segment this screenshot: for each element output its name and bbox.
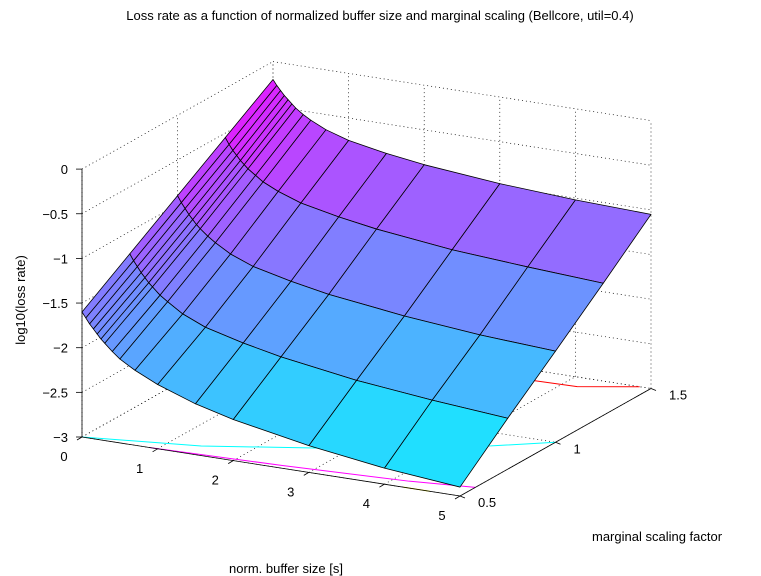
- y-tick-mark: [459, 495, 466, 499]
- x-tick-mark: [76, 436, 83, 441]
- x-tick-label: 3: [287, 484, 294, 499]
- y-tick-label: 1.5: [669, 388, 687, 403]
- x-tick-label: 5: [438, 508, 445, 523]
- grid-line: [81, 105, 274, 215]
- grid-line: [81, 150, 274, 259]
- surface-mesh: [81, 79, 652, 488]
- y-tick-label: 1: [574, 441, 581, 456]
- y-axis-label: marginal scaling factor: [592, 529, 723, 544]
- y-tick-label: 0.5: [478, 495, 496, 510]
- chart-title: Loss rate as a function of normalized bu…: [126, 8, 633, 23]
- grid-line: [157, 340, 349, 450]
- x-tick-mark: [454, 495, 461, 500]
- grid-line: [272, 61, 652, 121]
- grid-line: [233, 352, 425, 461]
- x-tick-mark: [379, 483, 385, 488]
- z-tick-label: −2: [53, 341, 68, 356]
- x-tick-label: 1: [136, 461, 143, 476]
- x-tick-mark: [303, 472, 310, 476]
- contour-line: [149, 447, 476, 488]
- y-tick-mark: [650, 388, 657, 391]
- z-tick-label: −0.5: [42, 207, 68, 222]
- x-axis-label: norm. buffer size [s]: [229, 561, 343, 576]
- grid-line: [81, 284, 274, 393]
- z-axis-label: log10(loss rate): [13, 255, 28, 345]
- z-tick-label: 0: [61, 162, 68, 177]
- x-tick-label: 0: [60, 449, 67, 464]
- tick-labels: 0 −0.5 −1 −1.5 −2 −2.5 −3 0 1 2 3 4 5 0.5 1 1.5: [42, 162, 687, 523]
- z-tick-label: −1: [53, 251, 68, 266]
- z-tick-label: −2.5: [42, 385, 68, 400]
- surface-patch: [81, 253, 134, 319]
- grid-line: [81, 61, 274, 170]
- grid-line: [81, 329, 274, 438]
- x-tick-mark: [227, 460, 234, 464]
- x-axis-line: [81, 436, 461, 497]
- y-tick-mark: [555, 441, 561, 445]
- x-tick-label: 2: [212, 473, 219, 488]
- z-tick-label: −3: [53, 430, 68, 445]
- x-tick-label: 4: [363, 496, 370, 511]
- z-tick-label: −1.5: [42, 296, 68, 311]
- x-tick-mark: [152, 448, 158, 453]
